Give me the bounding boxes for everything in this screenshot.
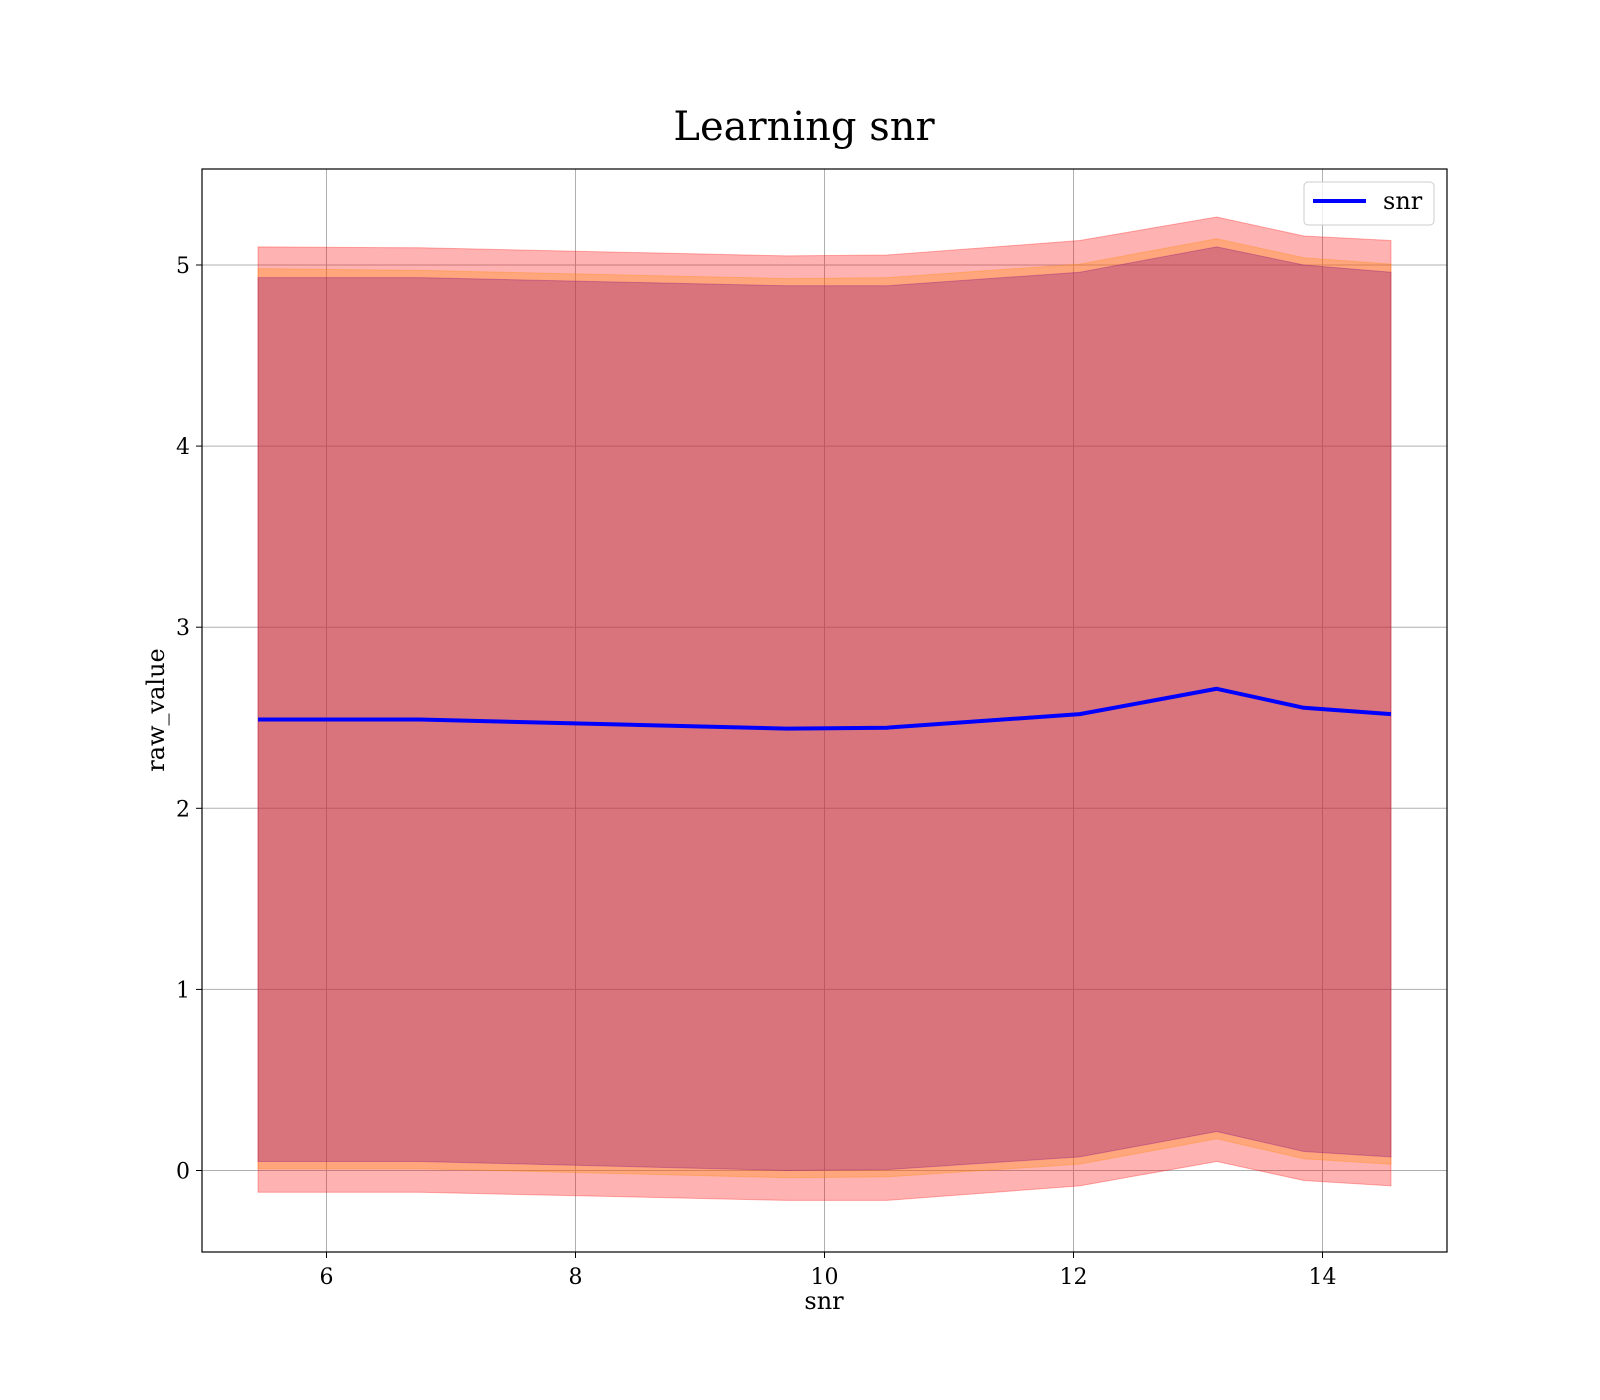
confidence-bands (257, 216, 1392, 1201)
y-axis-ticks: 0 1 2 3 4 5 (176, 254, 202, 1185)
chart-title: Learning snr (673, 104, 935, 150)
x-tick-label: 8 (569, 1265, 583, 1290)
band-middle (257, 238, 1392, 1179)
series-lines (258, 686, 1392, 731)
band-outer (257, 216, 1392, 1201)
x-axis-label: snr (804, 1287, 844, 1315)
y-tick-label: 5 (176, 254, 190, 279)
x-tick-label: 12 (1060, 1265, 1088, 1290)
y-tick-label: 3 (176, 616, 190, 641)
legend: snr (1303, 181, 1435, 226)
y-axis-label: raw_value (142, 648, 170, 772)
x-tick-label: 14 (1309, 1265, 1337, 1290)
legend-label-snr: snr (1383, 187, 1423, 215)
x-tick-label: 10 (811, 1265, 839, 1290)
x-axis-ticks: 6 8 10 12 14 (320, 1252, 1337, 1290)
y-tick-label: 2 (176, 797, 190, 822)
y-tick-label: 4 (176, 435, 190, 460)
x-tick-label: 6 (320, 1265, 334, 1290)
legend-box (1303, 181, 1435, 226)
grid (202, 169, 1447, 1252)
series-line-snr (258, 686, 1392, 731)
y-tick-label: 1 (176, 978, 190, 1003)
y-tick-label: 0 (176, 1160, 190, 1185)
band-inner (257, 246, 1392, 1172)
